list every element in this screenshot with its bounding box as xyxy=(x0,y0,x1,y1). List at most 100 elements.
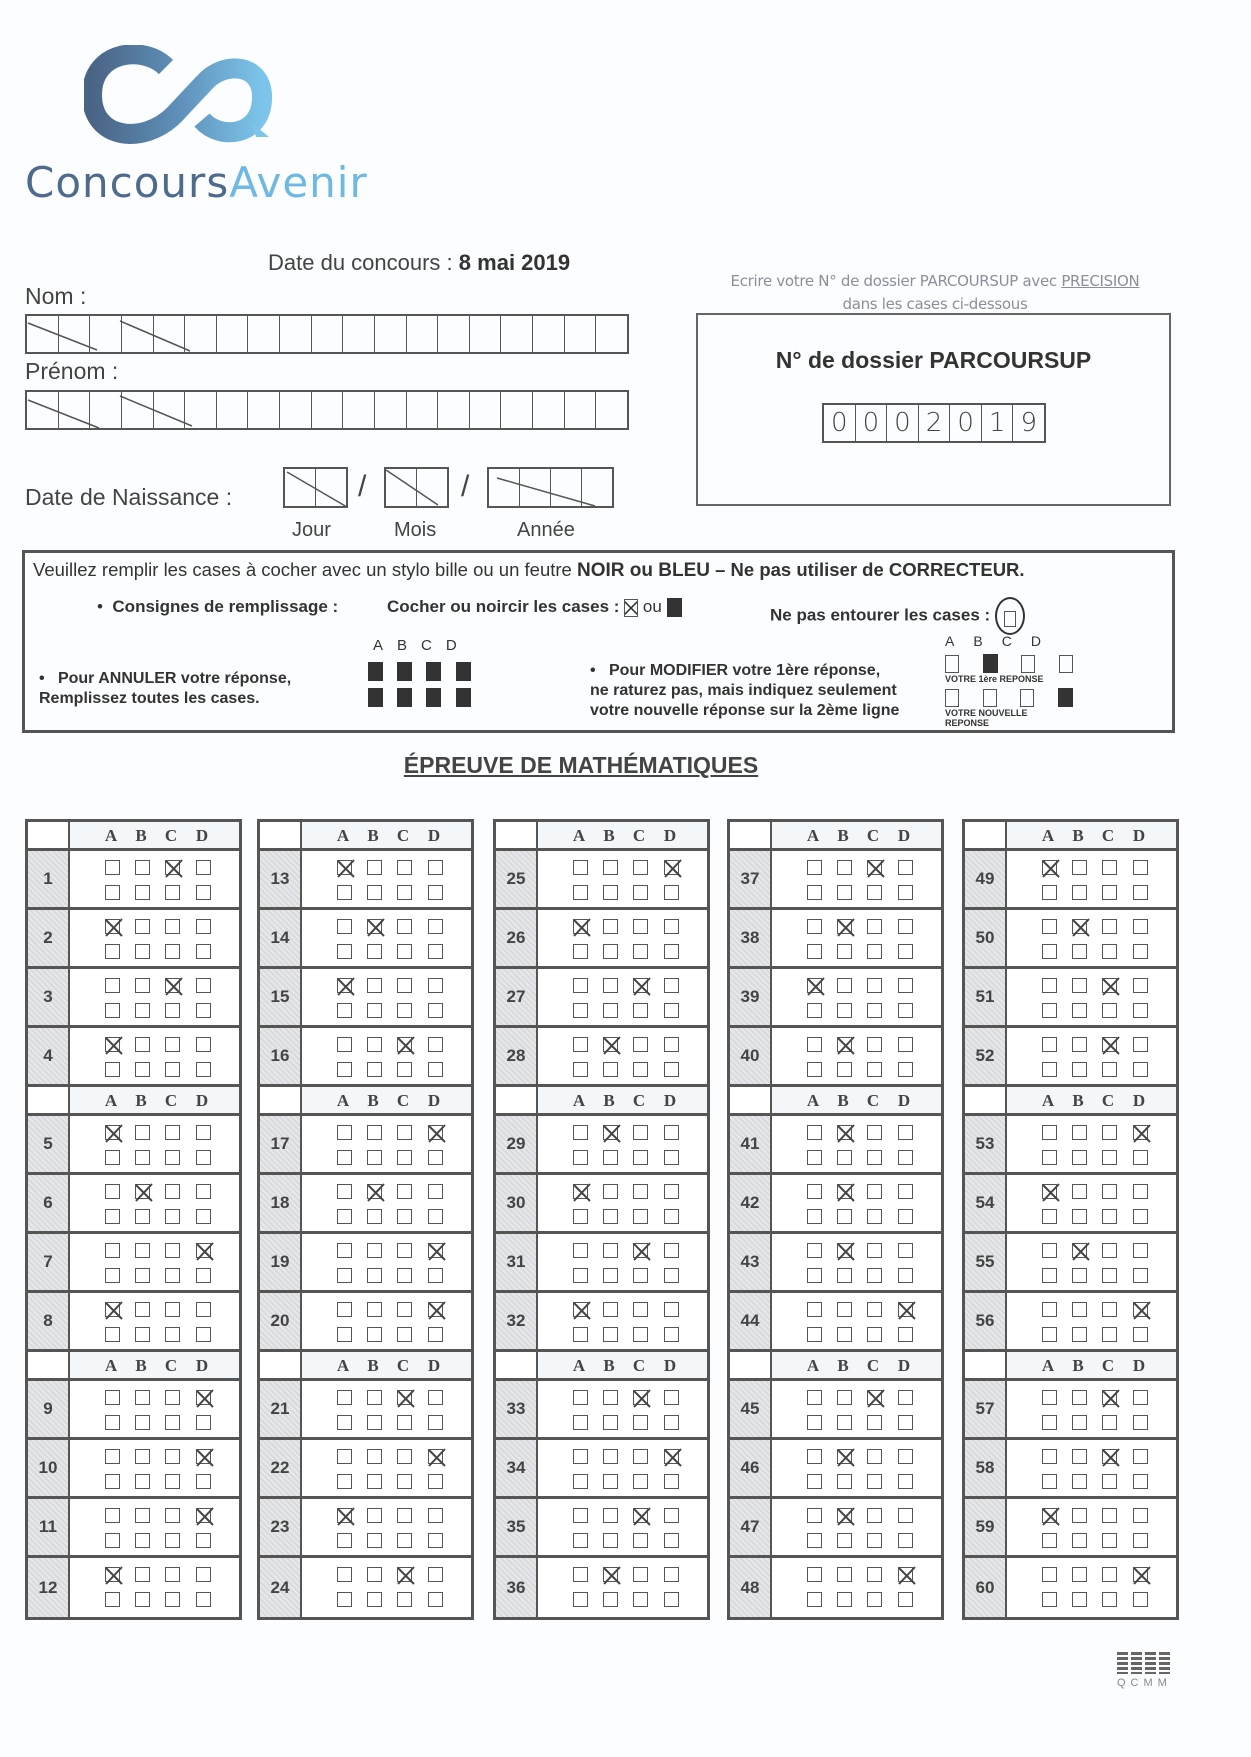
checkbox[interactable] xyxy=(1133,1003,1148,1018)
checkbox[interactable] xyxy=(664,1474,679,1489)
checkbox[interactable] xyxy=(428,919,443,934)
checkbox[interactable] xyxy=(573,1037,588,1052)
checkbox[interactable] xyxy=(1133,1533,1148,1548)
checkbox[interactable] xyxy=(397,1125,412,1140)
checkbox[interactable] xyxy=(1042,1302,1057,1317)
checkbox[interactable] xyxy=(1102,885,1117,900)
checkbox[interactable] xyxy=(397,944,412,959)
char-cell[interactable] xyxy=(90,392,122,428)
checkbox[interactable] xyxy=(664,978,679,993)
checkbox[interactable] xyxy=(807,1003,822,1018)
checkbox[interactable] xyxy=(1133,1592,1148,1607)
checkbox[interactable] xyxy=(837,1415,852,1430)
checkbox[interactable] xyxy=(105,978,120,993)
checkbox-checked[interactable] xyxy=(898,1566,916,1585)
checkbox[interactable] xyxy=(165,1474,180,1489)
checkbox[interactable] xyxy=(898,1037,913,1052)
checkbox[interactable] xyxy=(165,1268,180,1283)
checkbox[interactable] xyxy=(165,1243,180,1258)
checkbox[interactable] xyxy=(337,1390,352,1405)
checkbox[interactable] xyxy=(1102,1125,1117,1140)
checkbox-checked[interactable] xyxy=(603,1036,621,1055)
checkbox[interactable] xyxy=(603,1533,618,1548)
checkbox[interactable] xyxy=(1102,1302,1117,1317)
checkbox[interactable] xyxy=(337,1209,352,1224)
checkbox[interactable] xyxy=(1042,1062,1057,1077)
checkbox[interactable] xyxy=(837,1390,852,1405)
checkbox[interactable] xyxy=(1133,978,1148,993)
checkbox[interactable] xyxy=(807,1062,822,1077)
checkbox[interactable] xyxy=(135,978,150,993)
checkbox[interactable] xyxy=(196,1037,211,1052)
checkbox[interactable] xyxy=(1072,1449,1087,1464)
checkbox[interactable] xyxy=(428,1184,443,1199)
checkbox[interactable] xyxy=(633,1125,648,1140)
checkbox[interactable] xyxy=(1102,1150,1117,1165)
checkbox[interactable] xyxy=(196,1474,211,1489)
checkbox[interactable] xyxy=(337,1415,352,1430)
checkbox[interactable] xyxy=(165,1003,180,1018)
checkbox[interactable] xyxy=(135,1302,150,1317)
birth-month-field[interactable] xyxy=(384,467,449,508)
checkbox[interactable] xyxy=(397,1184,412,1199)
checkbox[interactable] xyxy=(105,885,120,900)
checkbox[interactable] xyxy=(664,1062,679,1077)
checkbox[interactable] xyxy=(337,1062,352,1077)
checkbox[interactable] xyxy=(165,1125,180,1140)
checkbox-checked[interactable] xyxy=(397,1036,415,1055)
checkbox[interactable] xyxy=(135,1150,150,1165)
checkbox[interactable] xyxy=(633,885,648,900)
checkbox[interactable] xyxy=(1042,978,1057,993)
checkbox[interactable] xyxy=(573,1243,588,1258)
checkbox[interactable] xyxy=(603,1209,618,1224)
checkbox[interactable] xyxy=(664,1415,679,1430)
checkbox[interactable] xyxy=(898,860,913,875)
char-cell[interactable] xyxy=(596,316,627,352)
checkbox[interactable] xyxy=(807,1508,822,1523)
checkbox[interactable] xyxy=(807,1184,822,1199)
checkbox[interactable] xyxy=(664,885,679,900)
checkbox[interactable] xyxy=(1072,1474,1087,1489)
char-cell[interactable] xyxy=(407,392,439,428)
checkbox[interactable] xyxy=(1133,1150,1148,1165)
checkbox[interactable] xyxy=(165,1037,180,1052)
char-cell[interactable] xyxy=(407,316,439,352)
checkbox[interactable] xyxy=(633,1209,648,1224)
checkbox[interactable] xyxy=(807,1567,822,1582)
char-cell[interactable] xyxy=(27,392,59,428)
checkbox[interactable] xyxy=(633,1062,648,1077)
checkbox[interactable] xyxy=(664,1268,679,1283)
checkbox[interactable] xyxy=(1072,1302,1087,1317)
checkbox-checked[interactable] xyxy=(105,1566,123,1585)
checkbox[interactable] xyxy=(807,1533,822,1548)
checkbox[interactable] xyxy=(135,1474,150,1489)
checkbox[interactable] xyxy=(837,1327,852,1342)
checkbox[interactable] xyxy=(428,1415,443,1430)
checkbox[interactable] xyxy=(867,885,882,900)
checkbox[interactable] xyxy=(867,1003,882,1018)
checkbox[interactable] xyxy=(867,1474,882,1489)
checkbox[interactable] xyxy=(196,1567,211,1582)
checkbox[interactable] xyxy=(1042,1125,1057,1140)
checkbox[interactable] xyxy=(1042,1003,1057,1018)
checkbox[interactable] xyxy=(367,1062,382,1077)
checkbox[interactable] xyxy=(165,1567,180,1582)
checkbox[interactable] xyxy=(428,1268,443,1283)
checkbox[interactable] xyxy=(135,919,150,934)
checkbox[interactable] xyxy=(633,1449,648,1464)
checkbox[interactable] xyxy=(428,1150,443,1165)
checkbox[interactable] xyxy=(105,1533,120,1548)
checkbox-checked[interactable] xyxy=(633,1242,651,1261)
prenom-field[interactable] xyxy=(25,390,629,430)
checkbox[interactable] xyxy=(105,944,120,959)
char-cell[interactable] xyxy=(312,316,344,352)
checkbox[interactable] xyxy=(1072,1062,1087,1077)
checkbox[interactable] xyxy=(867,1302,882,1317)
checkbox[interactable] xyxy=(573,1390,588,1405)
birth-year-field[interactable] xyxy=(487,467,614,508)
checkbox[interactable] xyxy=(1133,1184,1148,1199)
checkbox[interactable] xyxy=(898,1209,913,1224)
checkbox[interactable] xyxy=(337,1474,352,1489)
checkbox[interactable] xyxy=(898,1449,913,1464)
checkbox[interactable] xyxy=(165,1184,180,1199)
